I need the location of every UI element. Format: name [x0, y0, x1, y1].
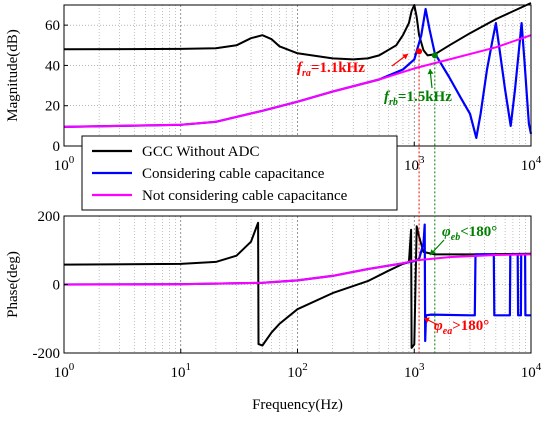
annotation-value: >180° — [452, 318, 489, 334]
series-layer — [63, 2, 533, 349]
annotation-arrowhead-fra — [402, 54, 408, 60]
annotation-symbol: f — [384, 89, 391, 105]
annotation-arrowhead-phi-eb — [430, 249, 436, 255]
legend-box — [81, 135, 398, 211]
annotation-subscript: eb — [451, 232, 460, 243]
y-tick-label: 60 — [45, 18, 60, 34]
x-tick-label: 103 — [404, 361, 425, 381]
x-tick-exponent: 0 — [69, 361, 75, 373]
x-tick-exponent: 3 — [419, 361, 425, 373]
series-line-not-considering-cable-capacitance — [63, 34, 532, 128]
legend-label: GCC Without ADC — [142, 144, 259, 160]
x-tick-base: 10 — [171, 365, 186, 381]
x-tick-base: 10 — [404, 158, 419, 174]
x-tick-label: 104 — [521, 154, 542, 174]
x-tick-label: 100 — [54, 154, 75, 174]
annotation-symbol: φ — [434, 318, 443, 334]
x-tick-exponent: 2 — [302, 361, 308, 373]
annotation-subscript: rb — [389, 97, 398, 108]
y-tick-label: 40 — [45, 58, 60, 74]
x-tick-label: 101 — [171, 361, 192, 381]
x-tick-label: 100 — [54, 361, 75, 381]
annotation-frb: frb=1.5kHz — [384, 89, 452, 108]
x-tick-base: 10 — [287, 365, 302, 381]
fra-point — [416, 48, 423, 55]
annotation-value: =1.5kHz — [398, 89, 452, 105]
x-tick-label: 104 — [521, 361, 542, 381]
series-line-gcc-without-adc — [63, 221, 532, 349]
annotation-value: <180° — [460, 224, 497, 240]
annotation-arrowhead-frb — [427, 69, 434, 75]
x-tick-label: 103 — [404, 154, 425, 174]
legend-label: Considering cable capacitance — [142, 166, 325, 182]
annotation-phi-ea: φea>180° — [434, 318, 489, 337]
legend-layer: GCC Without ADC Considering cable capacit… — [81, 135, 398, 211]
x-tick-exponent: 0 — [69, 154, 75, 166]
x-tick-base: 10 — [54, 365, 69, 381]
series-line-not-considering-cable-capacitance — [63, 253, 532, 286]
legend-label: Not considering cable capacitance — [142, 188, 348, 204]
x-tick-base: 10 — [54, 158, 69, 174]
annotation-subscript: ra — [302, 68, 311, 79]
y-axis-label: Magnitude(dB) — [5, 29, 21, 121]
x-tick-label: 102 — [287, 361, 308, 381]
frb-point — [431, 52, 438, 59]
x-tick-base: 10 — [521, 158, 536, 174]
annotation-subscript: ea — [443, 326, 452, 337]
x-tick-base: 10 — [404, 365, 419, 381]
y-tick-label: 200 — [38, 209, 61, 225]
annotation-arrowhead-phi-ea — [424, 317, 430, 323]
x-tick-exponent: 1 — [186, 361, 192, 373]
annotation-symbol: f — [297, 60, 304, 76]
x-axis-label: Frequency(Hz) — [252, 397, 343, 413]
x-tick-exponent: 3 — [419, 154, 425, 166]
x-tick-exponent: 4 — [536, 154, 542, 166]
annotation-phi-eb: φeb<180° — [442, 224, 497, 243]
annotation-fra: fra=1.1kHz — [297, 60, 365, 79]
y-tick-label: 0 — [53, 278, 61, 294]
annotation-value: =1.1kHz — [311, 60, 365, 76]
x-tick-base: 10 — [521, 365, 536, 381]
y-tick-label: 0 — [53, 139, 61, 155]
y-tick-label: -200 — [33, 346, 61, 362]
y-tick-label: 20 — [45, 99, 60, 115]
annotation-symbol: φ — [442, 224, 451, 240]
x-tick-exponent: 4 — [536, 361, 542, 373]
y-axis-label: Phase(deg) — [5, 251, 21, 318]
